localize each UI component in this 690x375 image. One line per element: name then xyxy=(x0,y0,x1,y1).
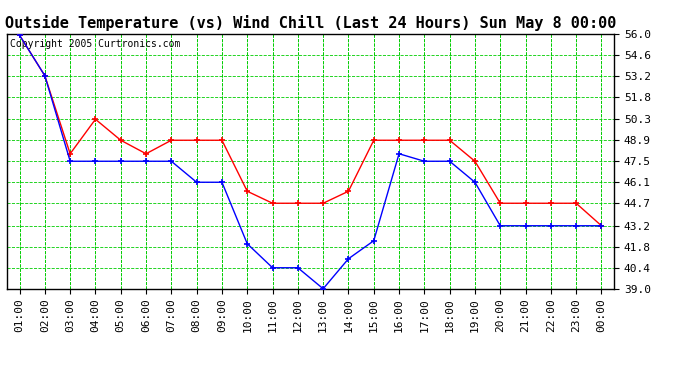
Text: Copyright 2005 Curtronics.com: Copyright 2005 Curtronics.com xyxy=(10,39,180,49)
Title: Outside Temperature (vs) Wind Chill (Last 24 Hours) Sun May 8 00:00: Outside Temperature (vs) Wind Chill (Las… xyxy=(5,15,616,31)
